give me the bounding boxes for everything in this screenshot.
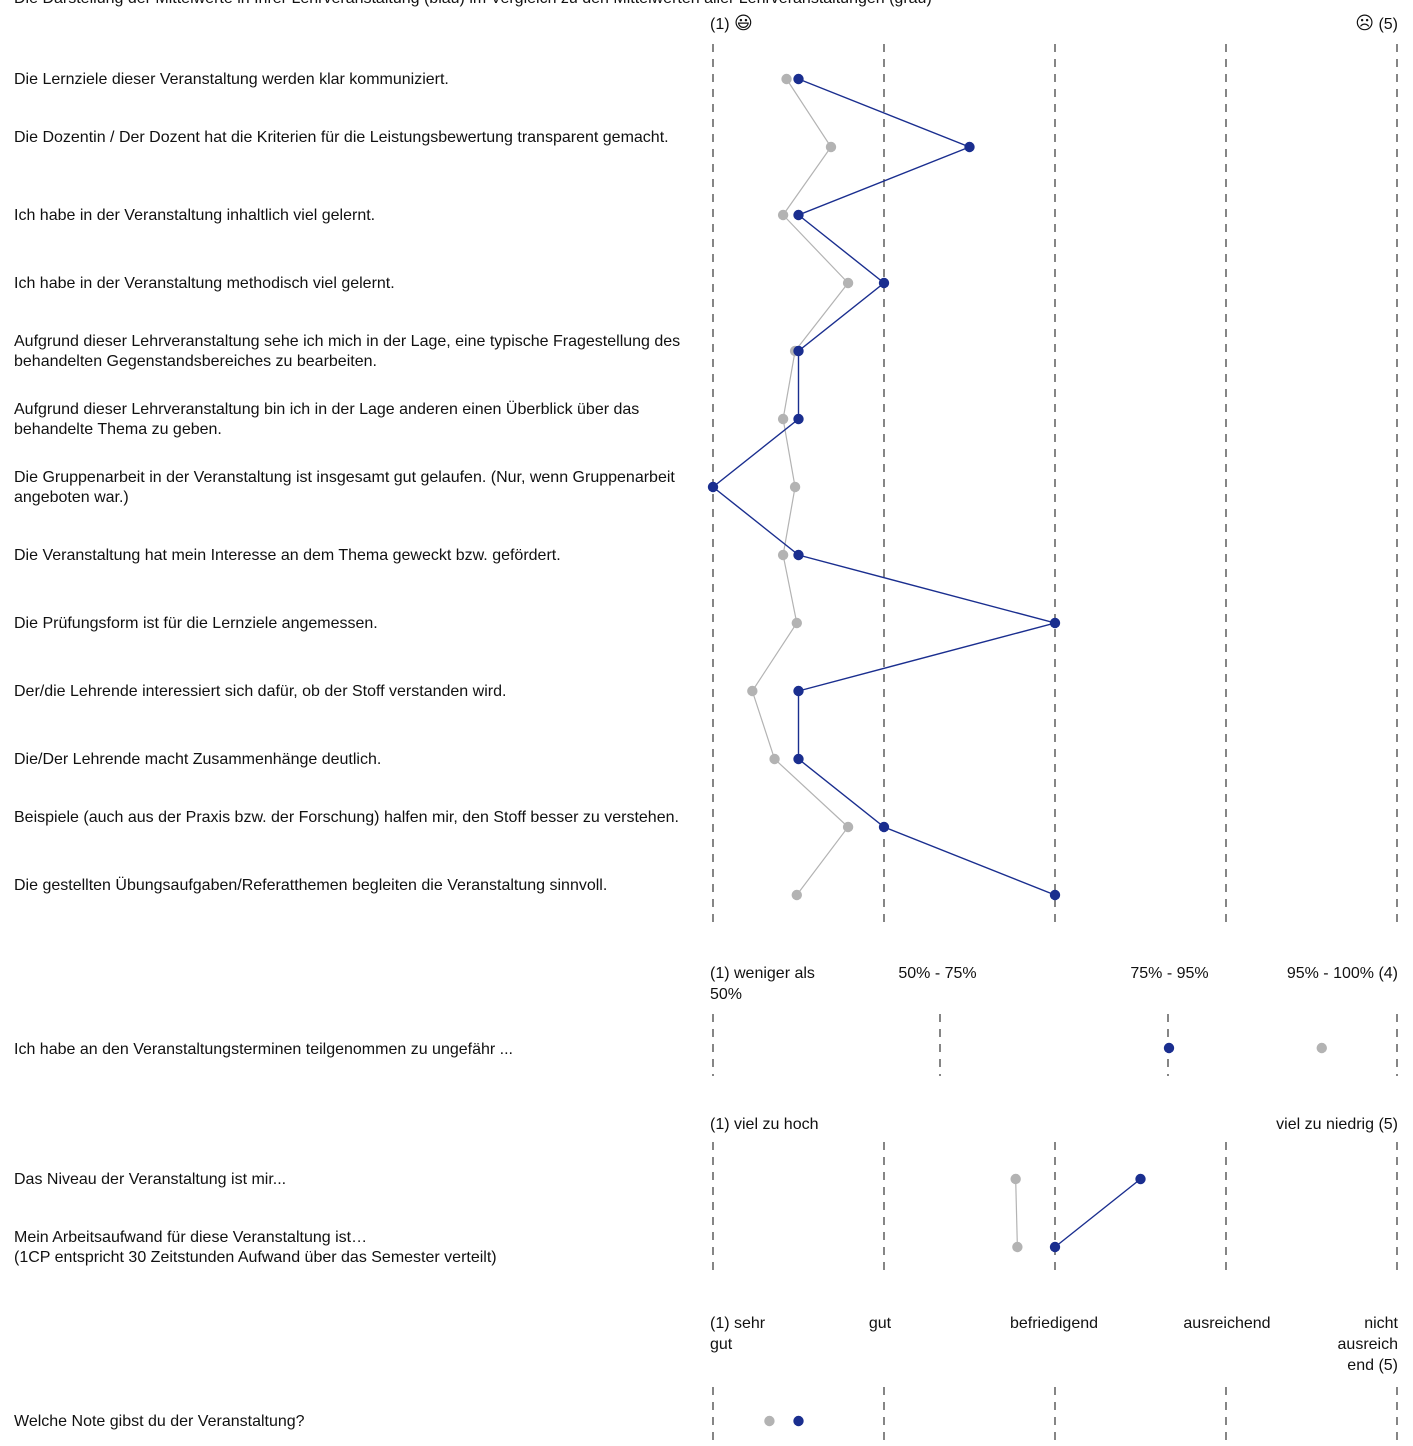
series-line: [1015, 1178, 1018, 1248]
data-point: [793, 1415, 804, 1427]
data-point: [825, 141, 837, 153]
scale-label: gut: [868, 1315, 892, 1332]
data-point: [789, 481, 801, 493]
scale-label: (1) sehr gut: [710, 1315, 766, 1353]
data-point: [1012, 1241, 1023, 1253]
question-label: Ich habe in der Veranstaltung methodisch…: [14, 275, 395, 292]
data-point: [793, 685, 804, 697]
frown-icon: ☹: [1355, 13, 1374, 34]
data-point: [842, 277, 854, 289]
data-point: [842, 821, 854, 833]
question-label: Mein Arbeitsaufwand für diese Veranstalt…: [14, 1229, 497, 1266]
smile-icon: 😃: [734, 13, 753, 34]
question-label: Der/die Lehrende interessiert sich dafür…: [14, 683, 507, 700]
data-point: [964, 141, 975, 153]
scale-label: (1) viel zu hoch: [710, 1116, 819, 1133]
question-label: Die Veranstaltung hat mein Interesse an …: [14, 547, 561, 564]
data-point: [781, 73, 792, 85]
data-point: [793, 73, 804, 85]
series-line: [1054, 1178, 1141, 1248]
scale-min-label: (1) 😃: [710, 13, 753, 35]
scale-label: nicht ausreich end (5): [1337, 1315, 1398, 1374]
data-point: [707, 481, 719, 493]
question-label: Beispiele (auch aus der Praxis bzw. der …: [14, 809, 679, 826]
data-point: [747, 685, 758, 697]
scale-label: (1) weniger als 50%: [710, 965, 815, 1003]
scale-label: 50% - 75%: [898, 965, 977, 982]
question-label: Ich habe an den Veranstaltungsterminen t…: [14, 1041, 513, 1058]
data-point: [878, 277, 890, 289]
data-point: [793, 345, 804, 357]
question-label: Aufgrund dieser Lehrveranstaltung bin ic…: [14, 401, 640, 438]
data-point: [769, 753, 780, 765]
scale-label: ausreichend: [1183, 1315, 1271, 1332]
data-point: [791, 617, 802, 629]
data-point: [777, 413, 789, 425]
scale-label: befriedigend: [1009, 1315, 1099, 1332]
data-point: [1049, 1241, 1061, 1253]
data-point: [764, 1415, 775, 1427]
question-label: Die Prüfungsform ist für die Lernziele a…: [14, 615, 378, 632]
data-point: [878, 821, 890, 833]
question-label: Die Lernziele dieser Veranstaltung werde…: [14, 71, 449, 88]
question-label: Die Gruppenarbeit in der Veranstaltung i…: [14, 469, 675, 506]
data-point: [793, 413, 804, 425]
question-label: Das Niveau der Veranstaltung ist mir...: [14, 1171, 287, 1188]
data-point: [777, 549, 789, 561]
scale-min-text: (1): [710, 16, 730, 33]
data-point: [1049, 889, 1061, 901]
data-point: [1316, 1042, 1327, 1054]
question-label: Die/Der Lehrende macht Zusammenhänge deu…: [14, 751, 382, 768]
question-label: Die gestellten Übungsaufgaben/Referatthe…: [14, 877, 608, 894]
scale-label: 75% - 95%: [1130, 965, 1209, 982]
data-point: [1010, 1173, 1021, 1185]
question-label: Die Dozentin / Der Dozent hat die Kriter…: [14, 129, 669, 146]
scale-max-label: ☹ (5): [1330, 13, 1398, 35]
data-point: [793, 549, 804, 561]
question-label: Welche Note gibst du der Veranstaltung?: [14, 1413, 305, 1430]
data-point: [791, 889, 802, 901]
scale-max-text: (5): [1378, 16, 1398, 33]
question-label: Ich habe in der Veranstaltung inhaltlich…: [14, 207, 376, 224]
data-point: [1135, 1173, 1146, 1185]
scale-label: viel zu niedrig (5): [1276, 1116, 1398, 1133]
data-point: [1163, 1042, 1175, 1054]
data-point: [793, 209, 804, 221]
question-label: Aufgrund dieser Lehrveranstaltung sehe i…: [14, 333, 681, 370]
scale-label: 95% - 100% (4): [1286, 965, 1398, 982]
data-point: [777, 209, 789, 221]
header-text: Die Darstellung der Mittelwerte in Ihrer…: [14, 0, 932, 8]
data-point: [1049, 617, 1061, 629]
data-point: [793, 753, 804, 765]
